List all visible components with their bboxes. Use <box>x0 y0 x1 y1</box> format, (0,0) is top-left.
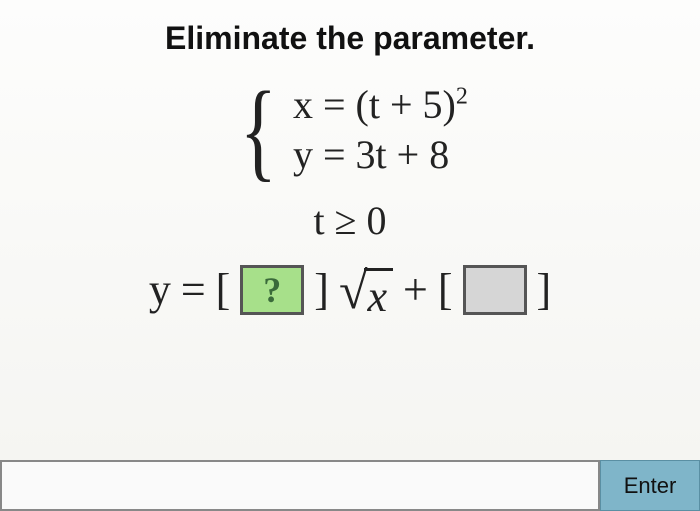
answer-input[interactable] <box>0 460 600 511</box>
equation-system: { x = (t + 5)2 y = 3t + 8 t ≥ 0 y = [ ? <box>60 75 640 315</box>
problem-panel: Eliminate the parameter. { x = (t + 5)2 … <box>0 0 700 460</box>
answer-template: y = [ ? ] √ x + [ ] <box>149 264 551 315</box>
equation-y: y = 3t + 8 <box>293 130 449 180</box>
answer-lhs: y <box>149 264 171 315</box>
blank-coefficient[interactable]: ? <box>240 265 304 315</box>
prompt-title: Eliminate the parameter. <box>60 20 640 57</box>
equation-x: x = (t + 5)2 <box>293 80 468 130</box>
eq2-lhs: y <box>293 132 313 177</box>
left-brace: { <box>240 75 277 185</box>
bracket-open-1: [ <box>216 264 231 315</box>
sqrt-argument: x <box>364 268 394 312</box>
brace-system: { x = (t + 5)2 y = 3t + 8 <box>232 75 468 185</box>
domain-constraint: t ≥ 0 <box>60 197 640 244</box>
eq1-exponent: 2 <box>456 84 468 110</box>
bracket-open-2: [ <box>438 264 453 315</box>
blank-constant[interactable] <box>463 265 527 315</box>
eq1-equals: = <box>323 82 356 127</box>
bracket-close-1: ] <box>314 264 329 315</box>
bracket-close-2: ] <box>537 264 552 315</box>
eq1-lhs: x <box>293 82 313 127</box>
plus-sign: + <box>403 264 428 315</box>
eq2-rhs: 3t + 8 <box>356 132 450 177</box>
eq2-equals: = <box>323 132 356 177</box>
answer-equals: = <box>181 264 206 315</box>
enter-button[interactable]: Enter <box>600 460 700 511</box>
sqrt-expression: √ x <box>339 268 393 312</box>
answer-bar: Enter <box>0 460 700 511</box>
eq1-base: (t + 5) <box>356 82 456 127</box>
